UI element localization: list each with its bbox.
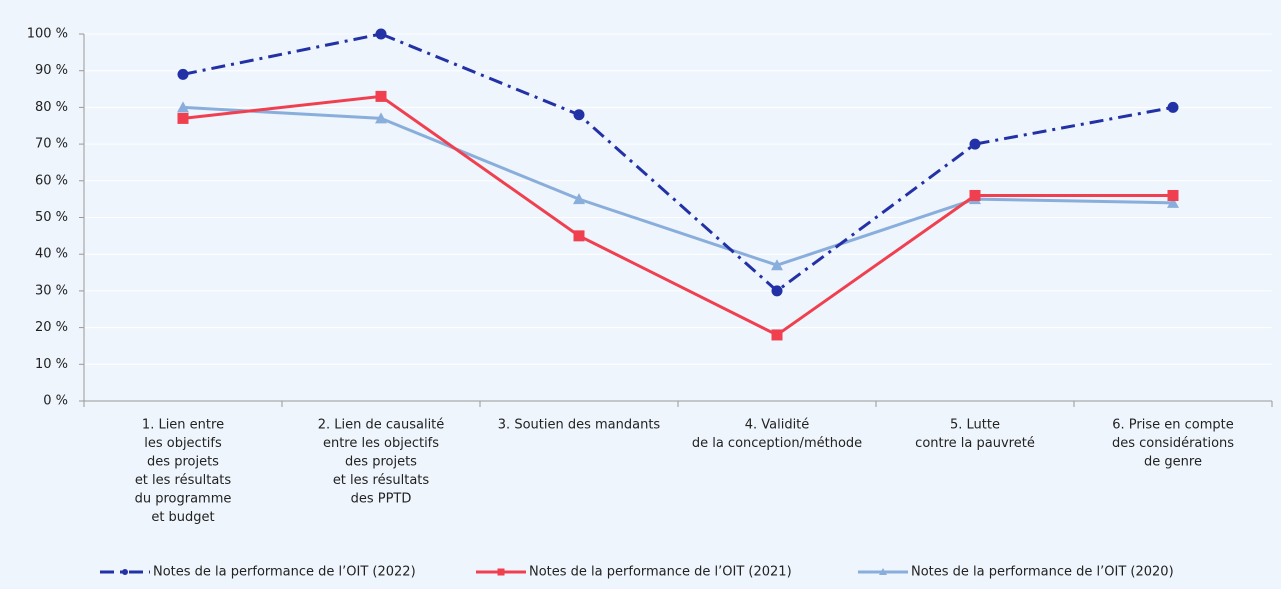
legend-label: Notes de la performance de l’OIT (2022) (153, 565, 416, 580)
point (1167, 196, 1179, 208)
x-tick-label: du programme (135, 492, 232, 507)
point (771, 285, 783, 297)
point (177, 101, 189, 113)
legend-label: Notes de la performance de l’OIT (2020) (911, 565, 1174, 580)
legend-label: Notes de la performance de l’OIT (2021) (529, 565, 792, 580)
x-tick-label: contre la pauvreté (915, 436, 1035, 451)
point (573, 109, 585, 121)
point (1167, 101, 1179, 113)
x-tick-label: des PPTD (351, 492, 412, 507)
x-tick-label: de genre (1144, 455, 1202, 470)
y-tick-label: 20 % (35, 320, 68, 335)
point (969, 189, 981, 201)
x-tick-label: les objectifs (144, 436, 222, 451)
x-tick-label: des projets (147, 455, 219, 470)
y-tick-label: 10 % (35, 357, 68, 372)
point (375, 112, 387, 124)
point (375, 28, 387, 40)
x-tick-label: 4. Validité (745, 418, 810, 433)
y-tick-label: 0 % (43, 394, 68, 409)
y-tick-label: 100 % (27, 27, 68, 42)
point (771, 259, 783, 271)
x-tick-label: 2. Lien de causalité (318, 418, 445, 433)
x-tick-label: 3. Soutien des mandants (498, 418, 661, 433)
x-tick-label: 6. Prise en compte (1112, 418, 1234, 433)
point (177, 68, 189, 80)
x-tick-label: et les résultats (135, 473, 232, 488)
x-tick-label: de la conception/méthode (692, 436, 862, 451)
point (375, 90, 387, 102)
y-tick-label: 50 % (35, 210, 68, 225)
x-tick-label: des considérations (1112, 436, 1234, 451)
x-tick-label: entre les objectifs (323, 436, 439, 451)
y-tick-label: 30 % (35, 283, 68, 298)
point (177, 112, 189, 124)
legend-marker (497, 568, 505, 576)
point (573, 230, 585, 242)
point (573, 193, 585, 205)
y-tick-label: 80 % (35, 100, 68, 115)
x-tick-label: 1. Lien entre (142, 418, 224, 433)
y-tick-label: 60 % (35, 173, 68, 188)
point (1167, 189, 1179, 201)
x-tick-label: des projets (345, 455, 417, 470)
y-tick-label: 70 % (35, 137, 68, 152)
point (771, 329, 783, 341)
series-line (182, 94, 1173, 337)
x-tick-label: et budget (151, 510, 214, 525)
y-tick-label: 40 % (35, 247, 68, 262)
series-line (182, 105, 1174, 267)
point (969, 138, 981, 150)
y-tick-label: 90 % (35, 63, 68, 78)
x-tick-label: 5. Lutte (950, 418, 1000, 433)
x-tick-label: et les résultats (333, 473, 430, 488)
legend-marker (879, 568, 887, 575)
series-line (182, 32, 1174, 293)
legend-marker (122, 569, 128, 575)
